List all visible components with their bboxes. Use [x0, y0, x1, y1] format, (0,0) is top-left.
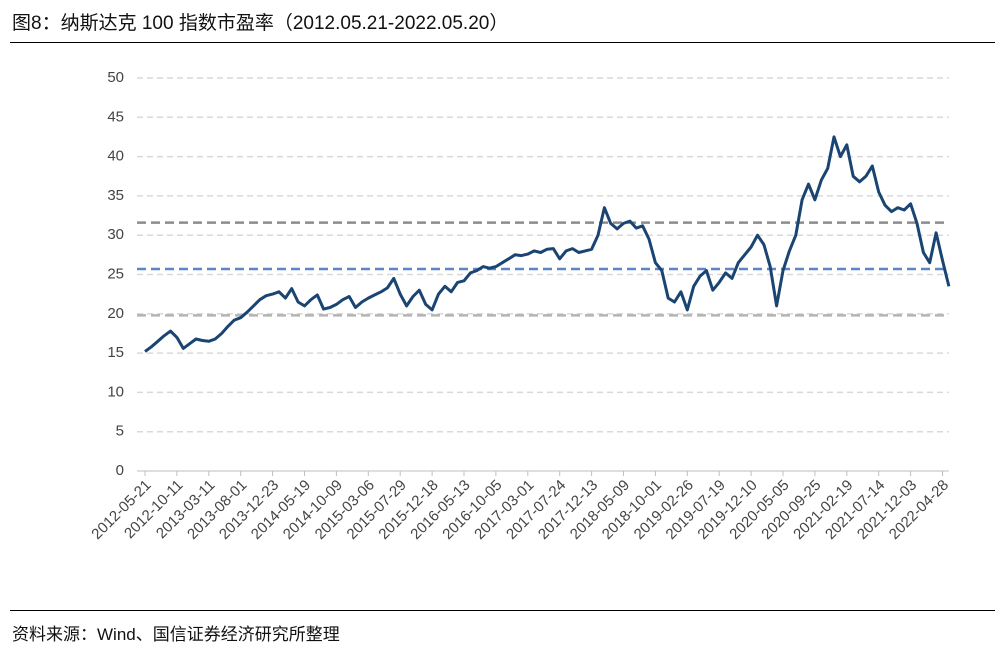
y-tick-label: 5	[116, 423, 124, 440]
y-tick-label: 30	[107, 226, 124, 243]
y-tick-label: 40	[107, 148, 124, 165]
source: 资料来源：Wind、国信证券经济研究所整理	[12, 625, 340, 644]
rule	[10, 42, 995, 43]
y-tick-label: 10	[107, 383, 124, 400]
y-tick-label: 25	[107, 265, 124, 282]
y-tick-label: 15	[107, 344, 124, 361]
series-line	[144, 135, 951, 353]
y-tick-label: 35	[107, 187, 124, 204]
y-tick-label: 50	[107, 69, 124, 86]
y-tick-label: 0	[116, 462, 124, 479]
y-tick-label: 45	[107, 108, 124, 125]
rule	[10, 610, 995, 611]
y-tick-label: 20	[107, 305, 124, 322]
chart-title: 图8：纳斯达克 100 指数市盈率（2012.05.21-2022.05.20）	[12, 13, 509, 34]
